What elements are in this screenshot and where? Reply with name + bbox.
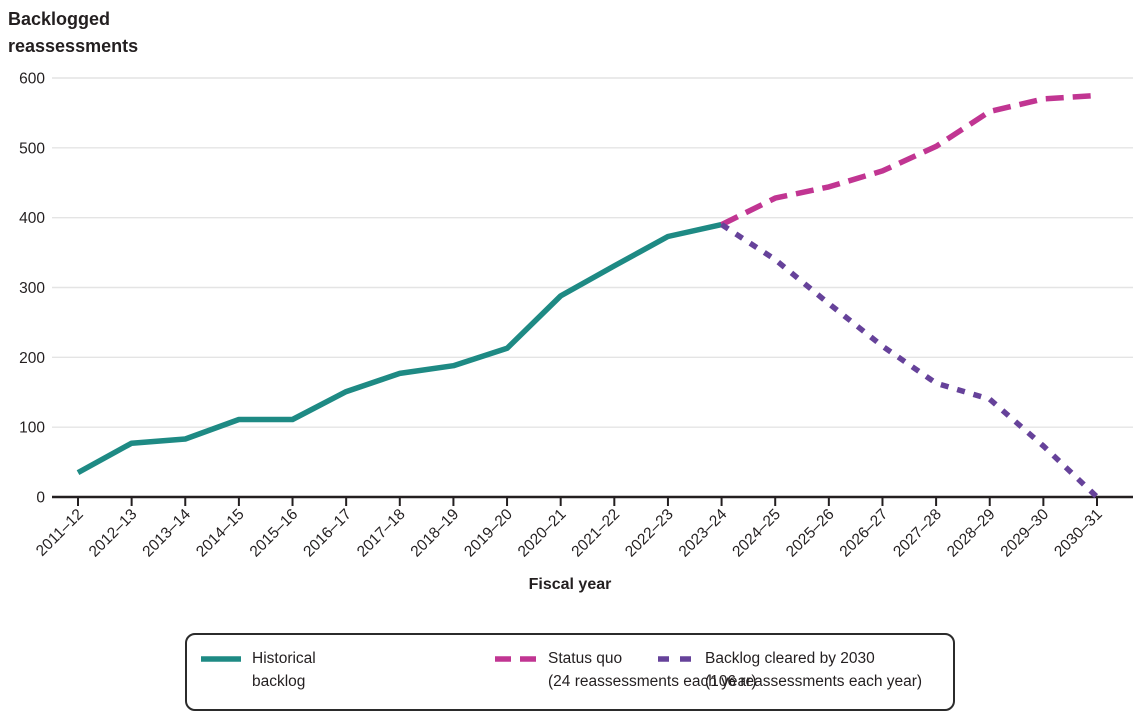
x-tick-label-2015–16: 2015–16	[247, 506, 302, 561]
legend-item-backlog-cleared: Backlog cleared by 2030 (106 reassessmen…	[658, 647, 922, 693]
y-tick-label-0: 0	[36, 490, 45, 507]
x-tick-label-2027–28: 2027–28	[890, 506, 945, 561]
y-tick-label-200: 200	[19, 350, 45, 367]
series-line-backlog-cleared-by-2030-106-reassessments-each-year	[720, 222, 1099, 499]
x-tick-label-2019–20: 2019–20	[461, 506, 516, 561]
y-tick-label-500: 500	[19, 140, 45, 157]
legend-label-line1: Historical	[252, 650, 316, 667]
x-tick-label-2016–17: 2016–17	[300, 506, 355, 561]
series-line-status-quo-24-reassessments-each-year	[720, 92, 1098, 228]
x-axis-title: Fiscal year	[528, 576, 612, 593]
legend-label-line1: Status quo	[548, 650, 623, 667]
legend-label-line2: backlog	[252, 673, 306, 690]
x-tick-label-2029–30: 2029–30	[998, 506, 1053, 561]
y-tick-label-600: 600	[19, 71, 45, 88]
x-tick-label-2021–22: 2021–22	[568, 506, 623, 561]
x-tick-label-2012–13: 2012–13	[86, 506, 141, 561]
legend-label: Status quo (24 reassessments each year)	[548, 647, 756, 693]
series-line-historical-backlog	[76, 221, 723, 476]
x-tick-label-2011–12: 2011–12	[33, 506, 87, 560]
legend-item-historical-backlog: Historical backlog	[201, 647, 316, 693]
x-tick-label-2030–31: 2030–31	[1051, 506, 1106, 561]
x-tick-label-2025–26: 2025–26	[783, 506, 838, 561]
x-tick-label-2014–15: 2014–15	[193, 506, 248, 561]
chart-title: Backlogged reassessments	[8, 9, 139, 56]
legend-label-line2: (24 reassessments each year)	[548, 673, 757, 690]
legend-label: Historical backlog	[252, 647, 316, 693]
x-tick-label-2022–23: 2022–23	[622, 506, 677, 561]
legend-label-line1: Backlog cleared by 2030	[705, 650, 875, 667]
legend-label-line2: (106 reassessments each year)	[705, 673, 923, 690]
x-tick-label-2028–29: 2028–29	[944, 506, 999, 561]
legend-swatch-solid-line	[201, 656, 241, 662]
legend-swatch-dotted-line	[658, 656, 694, 662]
y-tick-label-100: 100	[19, 420, 45, 437]
y-tick-label-300: 300	[19, 280, 45, 297]
x-tick-label-2024–25: 2024–25	[729, 506, 784, 561]
legend: Historical backlog Status quo (24 reasse…	[185, 633, 955, 711]
x-tick-label-2020–21: 2020–21	[515, 506, 570, 561]
line-chart-plot: 0 100 200 300 400 500 600 2011–122012–132013–14…	[19, 71, 1133, 561]
legend-label: Backlog cleared by 2030 (106 reassessmen…	[705, 647, 922, 693]
x-tick-label-2018–19: 2018–19	[408, 506, 463, 561]
x-tick-label-2013–14: 2013–14	[139, 506, 194, 561]
y-tick-label-400: 400	[19, 210, 45, 227]
legend-swatch-dashed-line	[495, 656, 537, 662]
x-tick-label-2017–18: 2017–18	[354, 506, 409, 561]
legend-item-status-quo: Status quo (24 reassessments each year)	[495, 647, 756, 693]
x-tick-label-2023–24: 2023–24	[676, 506, 731, 561]
x-tick-label-2026–27: 2026–27	[837, 506, 892, 561]
